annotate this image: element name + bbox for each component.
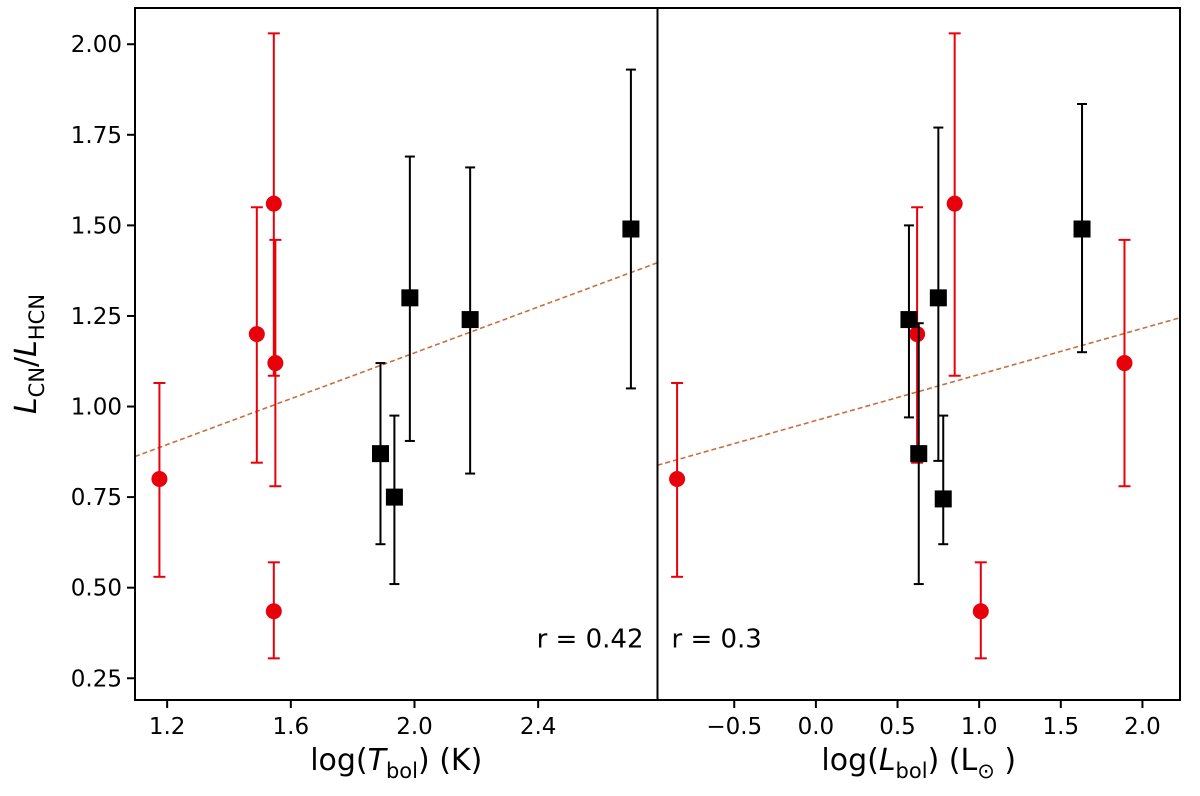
data-point-black-square <box>461 311 479 329</box>
data-point-black-square <box>910 445 928 463</box>
label-part: / <box>9 356 44 367</box>
x-tick-label: 1.5 <box>1043 714 1080 740</box>
label-part: log( <box>821 743 878 778</box>
x-tick-label: 1.6 <box>273 714 310 740</box>
panel-border <box>134 7 659 701</box>
data-point-red-circle <box>265 603 282 620</box>
y-tick-label: 1.75 <box>71 123 122 149</box>
label-part: log( <box>310 743 367 778</box>
x-tick-label: 0.5 <box>879 714 916 740</box>
label-part: ⊙ <box>977 759 995 783</box>
label-part: L <box>9 397 44 414</box>
y-tick-label: 1.50 <box>71 213 122 239</box>
panel-1: r = 0.3 −0.5 0.0 0.5 1.0 1.5 2.0 log(Lbol) (L⊙ … <box>656 7 1181 783</box>
data-point-black-square <box>900 311 918 329</box>
data-point-red-circle <box>248 326 265 343</box>
data-point-black-square <box>1073 220 1091 238</box>
label-part: L <box>879 743 896 778</box>
x-tick-label: 2.0 <box>1124 714 1161 740</box>
data-point-red-circle <box>267 355 284 372</box>
y-tick-label: 0.75 <box>71 485 122 511</box>
x-tick-label: −0.5 <box>706 714 762 740</box>
r-value-label: r = 0.42 <box>537 624 644 654</box>
data-point-black-square <box>371 445 389 463</box>
label-part: T <box>368 743 389 778</box>
r-value-label: r = 0.3 <box>672 624 762 654</box>
data-point-red-circle <box>151 470 168 487</box>
y-tick-label: 2.00 <box>71 32 122 58</box>
label-part: ) (K) <box>418 743 482 778</box>
data-point-black-square <box>934 490 952 508</box>
trend-line <box>134 261 658 458</box>
x-tick-label: 1.0 <box>961 714 998 740</box>
panel-border <box>656 7 1181 701</box>
x-tick-label: 1.2 <box>149 714 186 740</box>
data-point-red-circle <box>972 603 989 620</box>
x-tick-label: 0.0 <box>798 714 835 740</box>
data-point-red-circle <box>946 195 963 212</box>
x-axis-label: log(Tbol) (K) <box>310 743 482 783</box>
y-tick-label: 1.00 <box>71 395 122 421</box>
x-axis-label: log(Lbol) (L⊙ ) <box>821 743 1016 783</box>
y-tick-label: 0.50 <box>71 576 122 602</box>
data-point-black-square <box>401 289 419 307</box>
label-part: L <box>9 340 44 357</box>
data-point-black-square <box>622 220 640 238</box>
label-part: bol <box>386 759 418 783</box>
y-axis-label: LCN/LHCN <box>9 294 49 414</box>
x-tick-label: 2.4 <box>520 714 557 740</box>
trend-line <box>657 316 1181 466</box>
y-tick-label: 0.25 <box>71 666 122 692</box>
panel-0: r = 0.42 1.2 1.6 2.0 2.4 log(Tbol) (K) 0.25 0.5… <box>71 7 659 783</box>
label-part: bol <box>896 759 928 783</box>
x-tick-label: 2.0 <box>396 714 433 740</box>
data-point-black-square <box>385 488 403 506</box>
data-point-red-circle <box>909 326 926 343</box>
data-point-red-circle <box>669 470 686 487</box>
data-point-red-circle <box>1116 355 1133 372</box>
label-part: ) (L <box>928 743 978 778</box>
label-part: CN <box>25 367 49 397</box>
label-part: ) <box>995 743 1016 778</box>
data-point-black-square <box>929 289 947 307</box>
y-tick-label: 1.25 <box>71 304 122 330</box>
label-part: HCN <box>25 294 49 340</box>
data-point-red-circle <box>265 195 282 212</box>
